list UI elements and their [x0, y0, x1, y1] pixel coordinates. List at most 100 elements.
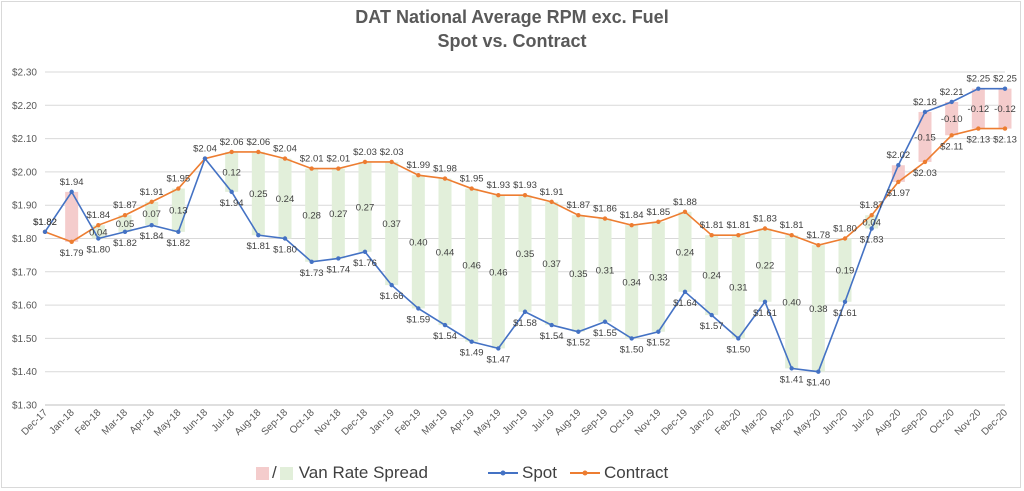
- spread-data-label: -0.12: [994, 104, 1016, 115]
- spot-point: [416, 306, 421, 311]
- y-tick-label: $2.10: [12, 134, 37, 145]
- contract-data-label: $1.84: [86, 210, 110, 221]
- contract-data-label: $2.11: [940, 141, 963, 152]
- spread-data-label: 0.27: [356, 202, 375, 213]
- spot-data-label: $2.21: [940, 87, 964, 98]
- spot-data-label: $1.64: [673, 298, 697, 309]
- spot-point: [789, 366, 794, 371]
- x-tick-label: Dec-18: [340, 407, 371, 438]
- spot-data-label: $1.50: [726, 344, 750, 355]
- contract-data-label: $1.84: [620, 210, 644, 221]
- spot-data-label: $1.54: [540, 331, 564, 342]
- spread-data-label: 0.22: [756, 261, 775, 272]
- spot-point: [602, 319, 608, 324]
- contract-data-label: $1.79: [60, 248, 84, 259]
- contract-data-label: $1.81: [726, 220, 750, 231]
- contract-point: [176, 186, 181, 191]
- contract-data-label: $2.13: [993, 135, 1017, 146]
- spot-data-label: $1.84: [140, 231, 164, 242]
- spot-point: [149, 222, 154, 228]
- spot-data-label: $1.52: [646, 338, 670, 349]
- spread-data-label: 0.04: [89, 227, 108, 238]
- spread-bars: [65, 88, 1012, 372]
- x-tick-label: Nov-20: [953, 407, 984, 438]
- spread-data-label: 0.28: [302, 211, 321, 222]
- spot-point: [842, 299, 848, 304]
- chart-title: DAT National Average RPM exc. Fuel: [355, 7, 669, 27]
- x-tick-label: Mar-18: [100, 407, 130, 437]
- spot-point: [976, 86, 981, 91]
- contract-data-label: $1.95: [460, 174, 484, 185]
- legend-label-spot: Spot: [522, 463, 557, 482]
- spot-data-label: $1.66: [380, 291, 404, 302]
- spread-bar: [545, 201, 559, 326]
- legend-label-spread: Van Rate Spread: [298, 463, 428, 482]
- contract-data-label: $2.01: [326, 154, 350, 165]
- contract-data-label: $1.87: [113, 200, 137, 211]
- contract-data-label: $1.81: [780, 220, 804, 231]
- spot-point: [816, 369, 821, 374]
- x-tick-label: May-18: [152, 407, 184, 439]
- contract-point: [869, 212, 874, 218]
- spot-data-label: $1.83: [860, 235, 884, 246]
- spot-point: [549, 322, 554, 328]
- spot-point: [389, 282, 394, 288]
- spread-bar: [971, 88, 985, 129]
- spot-point: [896, 163, 901, 168]
- spot-point: [949, 99, 954, 105]
- legend-swatch-spread-negative: [256, 466, 269, 480]
- spread-data-label: -0.10: [941, 114, 963, 125]
- contract-point: [282, 156, 288, 161]
- contract-point: [229, 149, 234, 155]
- spread-data-label: 0.04: [862, 217, 881, 228]
- contract-point: [496, 193, 501, 198]
- x-tick-label: Jun-18: [181, 407, 211, 437]
- x-tick-label: Aug-20: [873, 407, 904, 438]
- spot-data-label: $1.55: [593, 328, 617, 339]
- contract-point: [682, 209, 688, 215]
- y-tick-label: $1.30: [12, 401, 37, 412]
- spot-data-label: $1.81: [246, 241, 270, 252]
- line-chart: $1.82$1.94$1.80$1.82$1.84$1.82$2.04$1.94…: [12, 68, 1017, 439]
- spot-point: [282, 236, 288, 241]
- spot-data-label: $1.58: [513, 318, 537, 329]
- x-tick-label: Nov-19: [633, 407, 664, 438]
- spread-data-label: 0.46: [489, 267, 508, 278]
- spread-data-label: 0.37: [382, 219, 401, 230]
- spread-data-label: 0.24: [702, 271, 721, 282]
- spread-bar: [65, 191, 79, 242]
- data-labels: $1.82$1.94$1.80$1.82$1.84$1.82$2.04$1.94…: [33, 74, 1017, 389]
- legend-item-contract: Contract: [570, 463, 668, 483]
- spot-point: [229, 189, 234, 195]
- spot-data-label: $2.25: [966, 74, 990, 85]
- x-tick-label: Sep-18: [260, 407, 291, 438]
- spot-data-label: $1.52: [566, 338, 590, 349]
- x-tick-label: Oct-18: [288, 407, 317, 436]
- spot-data-label: $1.94: [220, 198, 244, 209]
- legend-line-contract: [570, 470, 600, 476]
- contract-data-label: $1.78: [806, 230, 830, 241]
- contract-data-label: $1.85: [646, 207, 670, 218]
- x-tick-label: Dec-17: [20, 407, 51, 438]
- x-tick-label: Feb-20: [713, 407, 743, 437]
- x-tick-label: Aug-19: [553, 407, 584, 438]
- x-tick-label: Dec-19: [660, 407, 691, 438]
- spot-data-label: $1.49: [460, 348, 484, 359]
- x-tick-label: Dec-20: [980, 407, 1011, 438]
- y-tick-label: $2.30: [12, 68, 37, 79]
- contract-data-label: $1.82: [33, 217, 57, 228]
- x-tick-label: Feb-19: [393, 407, 423, 437]
- spread-bar: [838, 238, 852, 302]
- contract-point: [522, 193, 528, 198]
- spread-bar: [518, 195, 532, 312]
- contract-point: [122, 212, 128, 218]
- legend-item-spread: / Van Rate Spread: [256, 463, 428, 483]
- contract-point: [149, 199, 154, 205]
- spot-data-label: $2.18: [913, 97, 937, 108]
- spread-bar: [998, 88, 1012, 129]
- spot-point: [336, 256, 341, 261]
- x-tick-label: Oct-20: [928, 407, 957, 436]
- contract-point: [736, 232, 741, 238]
- spread-bar: [598, 218, 612, 322]
- contract-point: [842, 236, 848, 241]
